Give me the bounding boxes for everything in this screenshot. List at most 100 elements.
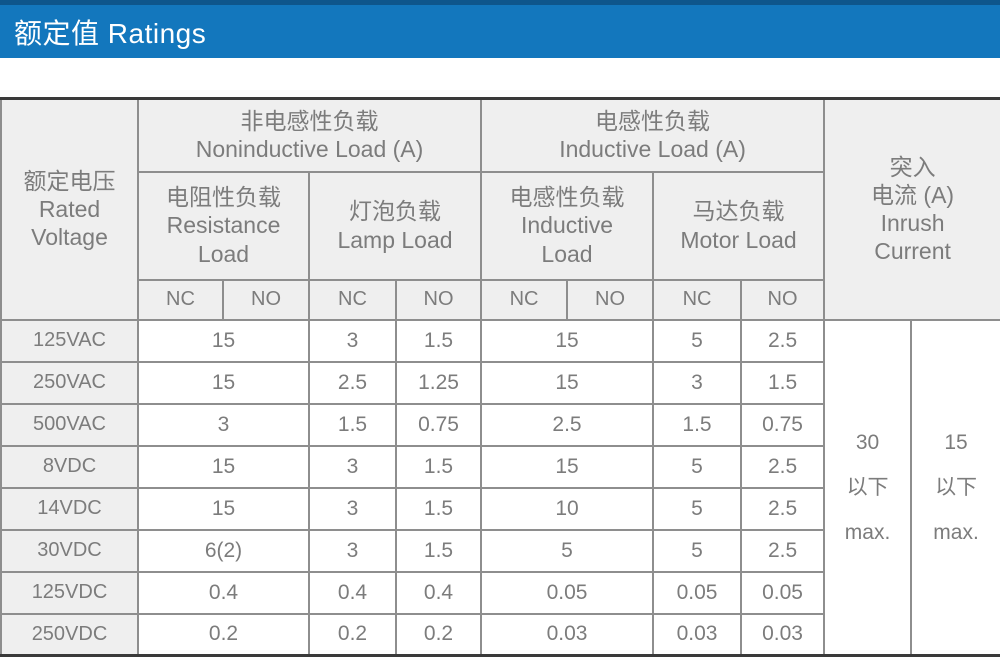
table-row: 500VAC 3 1.5 0.75 2.5 1.5 0.75 [0, 402, 1000, 447]
resistance-value-cell: 15 [137, 486, 310, 531]
lamp-no-value-cell: 0.75 [394, 402, 483, 447]
lamp-nc-value-cell: 3 [308, 486, 397, 531]
inductive-value-cell: 15 [480, 318, 655, 363]
header-rated-voltage: 额定电压 Rated Voltage [0, 97, 139, 321]
motor-nc-value-cell: 0.03 [652, 612, 743, 657]
inrush-no-value-cell: 15 以下 max. [910, 318, 1000, 657]
lamp-nc-value-cell: 0.4 [308, 570, 397, 615]
motor-nc-value-cell: 1.5 [652, 402, 743, 447]
table-row: 250VDC 0.2 0.2 0.2 0.03 0.03 0.03 [0, 612, 1000, 657]
header-no: NO [222, 278, 310, 321]
motor-nc-value-cell: 0.05 [652, 570, 743, 615]
header-inductive-en2: Load [541, 240, 593, 267]
motor-no-value-cell: 0.03 [740, 612, 826, 657]
lamp-no-value-cell: 1.5 [394, 318, 483, 363]
inductive-value-cell: 10 [480, 486, 655, 531]
voltage-cell: 250VDC [0, 612, 139, 657]
motor-no-value-cell: 2.5 [740, 486, 826, 531]
inductive-value-cell: 0.03 [480, 612, 655, 657]
header-lamp-en: Lamp Load [337, 226, 453, 253]
lamp-no-value-cell: 0.4 [394, 570, 483, 615]
lamp-nc-value-cell: 2.5 [308, 360, 397, 405]
motor-no-value-cell: 1.5 [740, 360, 826, 405]
header-inductive-load-group: 电感性负载 Inductive Load (A) [480, 97, 826, 173]
header-no: NO [566, 278, 655, 321]
voltage-cell: 8VDC [0, 444, 139, 489]
header-sub-row: 电阻性负载 Resistance Load 灯泡负载 Lamp Load 电感性… [1, 170, 1000, 281]
header-inrush-en1: Inrush [880, 210, 945, 237]
inrush-nc-line1: 30 [855, 430, 880, 454]
header-inductive-group-en: Inductive Load (A) [559, 136, 746, 163]
table-row: 125VDC 0.4 0.4 0.4 0.05 0.05 0.05 [0, 570, 1000, 615]
header-resistance-zh: 电阻性负载 [166, 184, 281, 211]
inrush-no-line2: 以下 [935, 475, 978, 499]
header-resistance-en1: Resistance [166, 212, 281, 239]
motor-no-value-cell: 0.75 [740, 402, 826, 447]
resistance-value-cell: 15 [137, 360, 310, 405]
header-rated-voltage-zh: 额定电压 [23, 168, 116, 195]
table-row: 14VDC 15 3 1.5 10 5 2.5 [0, 486, 1000, 531]
motor-nc-value-cell: 5 [652, 444, 743, 489]
header-motor-load: 马达负载 Motor Load [652, 170, 826, 281]
header-noninductive-en: Noninductive Load (A) [195, 136, 424, 163]
lamp-no-value-cell: 1.5 [394, 444, 483, 489]
ratings-table: 额定电压 Rated Voltage 非电感性负载 Noninductive L… [0, 97, 1000, 657]
header-nc: NC [308, 278, 397, 321]
header-inrush-zh2: 电流 (A) [871, 182, 955, 209]
header-motor-en: Motor Load [680, 226, 797, 253]
resistance-value-cell: 0.4 [137, 570, 310, 615]
voltage-cell: 125VAC [0, 318, 139, 363]
header-rated-voltage-en2: Voltage [31, 224, 108, 251]
header-group-row: 额定电压 Rated Voltage 非电感性负载 Noninductive L… [0, 97, 1000, 321]
header-nc: NC [480, 278, 569, 321]
page-title: 额定值 Ratings [14, 17, 207, 49]
lamp-no-value-cell: 1.25 [394, 360, 483, 405]
motor-no-value-cell: 2.5 [740, 318, 826, 363]
lamp-no-value-cell: 0.2 [394, 612, 483, 657]
inrush-no-line1: 15 [944, 430, 968, 454]
lamp-nc-value-cell: 3 [308, 528, 397, 573]
table-row: 30VDC 6(2) 3 1.5 5 5 2.5 [0, 528, 1000, 573]
lamp-nc-value-cell: 3 [308, 318, 397, 363]
header-no: NO [740, 278, 826, 321]
lamp-no-value-cell: 1.5 [394, 486, 483, 531]
resistance-value-cell: 15 [137, 444, 310, 489]
motor-no-value-cell: 0.05 [740, 570, 826, 615]
page-top-strip [0, 0, 1000, 5]
voltage-cell: 14VDC [0, 486, 139, 531]
header-nc: NC [652, 278, 743, 321]
header-inductive-zh: 电感性负载 [509, 184, 625, 211]
resistance-value-cell: 3 [137, 402, 310, 447]
header-lamp-load: 灯泡负载 Lamp Load [307, 170, 483, 281]
header-resistance-en2: Load [197, 240, 250, 267]
header-no: NO [394, 278, 483, 321]
table-row: 125VAC 15 3 1.5 15 5 2.5 30 以下 max. 15 以… [0, 318, 1000, 657]
lamp-nc-value-cell: 1.5 [308, 402, 397, 447]
lamp-no-value-cell: 1.5 [394, 528, 483, 573]
inrush-nc-line3: max. [844, 520, 891, 544]
header-nc: NC [137, 278, 224, 321]
header-noninductive-load: 非电感性负载 Noninductive Load (A) [136, 97, 483, 173]
inductive-value-cell: 5 [480, 528, 655, 573]
inductive-value-cell: 15 [480, 444, 655, 489]
resistance-value-cell: 6(2) [137, 528, 310, 573]
motor-nc-value-cell: 3 [652, 360, 743, 405]
inrush-nc-value-cell: 30 以下 max. [823, 318, 913, 657]
header-lamp-zh: 灯泡负载 [349, 198, 441, 225]
header-inrush-zh1: 突入 [889, 154, 936, 181]
header-ncno-row: NC NO NC NO NC NO NC NO [1, 278, 1000, 321]
inductive-value-cell: 0.05 [480, 570, 655, 615]
voltage-cell: 250VAC [0, 360, 139, 405]
inductive-value-cell: 2.5 [480, 402, 655, 447]
header-inrush-current: 突入 电流 (A) Inrush Current [823, 97, 1000, 321]
resistance-value-cell: 15 [137, 318, 310, 363]
title-banner: 额定值 Ratings [0, 5, 1000, 58]
header-inductive-load: 电感性负载 Inductive Load [480, 170, 655, 281]
header-inrush-en2: Current [874, 238, 951, 265]
motor-nc-value-cell: 5 [652, 318, 743, 363]
resistance-value-cell: 0.2 [137, 612, 310, 657]
motor-no-value-cell: 2.5 [740, 528, 826, 573]
voltage-cell: 500VAC [0, 402, 139, 447]
voltage-cell: 125VDC [0, 570, 139, 615]
inductive-value-cell: 15 [480, 360, 655, 405]
